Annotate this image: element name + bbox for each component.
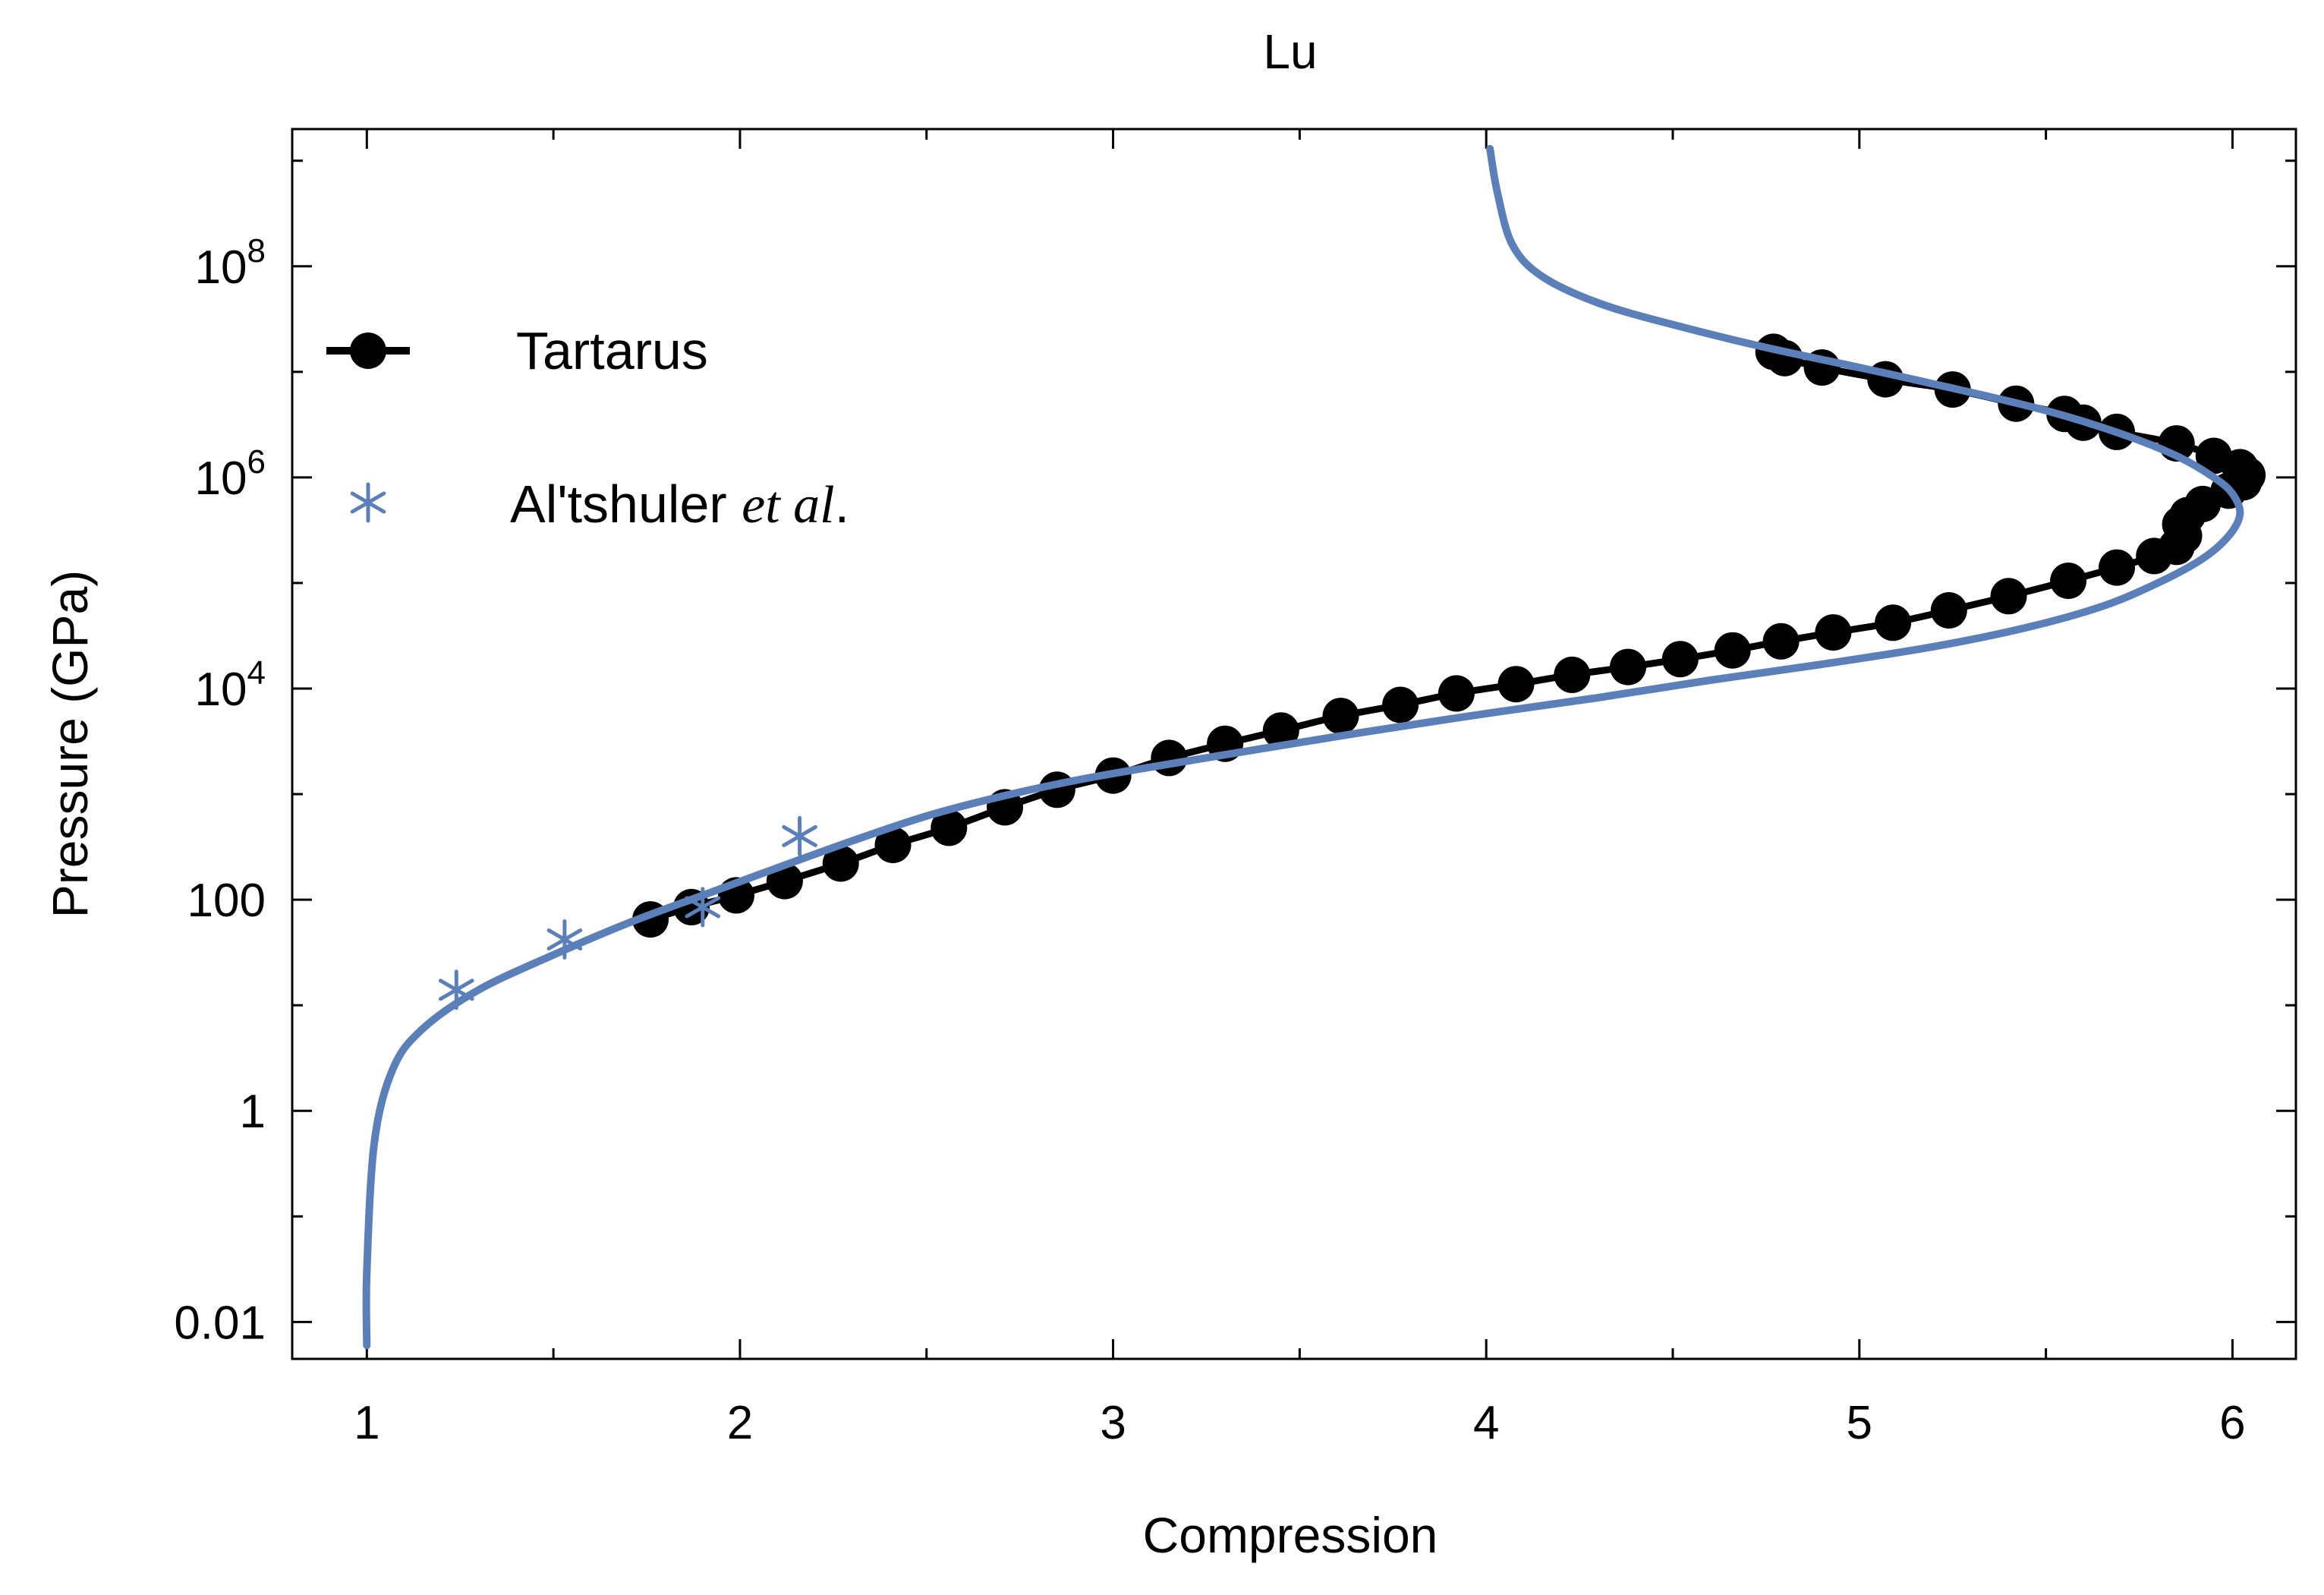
x-tick-label: 2	[727, 1397, 753, 1449]
tartarus-point	[1661, 641, 1699, 678]
legend-altshuler-label-main: Al'tshuler	[510, 474, 742, 534]
legend-altshuler-label-italic: et al	[742, 476, 834, 534]
tartarus-point	[1497, 666, 1535, 703]
legend-altshuler-marker	[350, 482, 386, 523]
y-tick-label: 104	[195, 654, 266, 716]
axis-ticks: 1 2 3 4 5 6 0.01 1 100 104 106 108	[174, 129, 2296, 1449]
tartarus-point	[2050, 563, 2087, 599]
altshuler-point	[546, 919, 583, 960]
x-tick-label: 3	[1100, 1397, 1126, 1449]
tartarus-point	[2195, 437, 2232, 474]
y-tick-label: 108	[195, 232, 266, 294]
tartarus-point	[1322, 698, 1359, 735]
tartarus-point	[874, 827, 912, 863]
legend-altshuler-label-suffix: .	[835, 474, 849, 534]
legend-altshuler-label: Al'tshuler et al.	[510, 474, 849, 534]
altshuler-layer	[439, 815, 817, 1010]
legend: Tartarus Al'tshuler et al.	[326, 321, 849, 534]
tartarus-point	[1990, 578, 2027, 615]
altshuler-point	[685, 887, 721, 928]
x-tick-label: 5	[1847, 1397, 1872, 1449]
tartarus-point	[1151, 739, 1188, 777]
altshuler-point	[439, 969, 474, 1010]
plot-frame	[291, 128, 2297, 1360]
y-tick-label: 100	[187, 875, 266, 927]
model-curve	[362, 144, 2244, 1350]
tartarus-point	[1382, 686, 1419, 723]
x-tick-label: 1	[354, 1397, 379, 1449]
y-tick-label: 1	[240, 1086, 266, 1138]
tartarus-point	[1610, 648, 1646, 686]
tartarus-point	[1762, 623, 1800, 660]
tartarus-point	[1930, 592, 1967, 629]
tartarus-point	[931, 809, 968, 846]
legend-tartarus-marker	[350, 333, 386, 369]
x-axis-title: Compression	[1143, 1507, 1438, 1563]
y-axis-title: Pressure (GPa)	[42, 570, 98, 918]
curve-layer	[362, 144, 2244, 1350]
legend-star-glyph	[350, 482, 386, 523]
tartarus-point	[2099, 549, 2135, 586]
altshuler-point	[782, 815, 817, 856]
tartarus-point	[1875, 604, 1912, 641]
tartarus-point	[1815, 614, 1852, 651]
y-tick-label: 0.01	[174, 1297, 266, 1349]
legend-tartarus-label: Tartarus	[516, 321, 708, 380]
tartarus-point	[1438, 675, 1475, 712]
chart-title: Lu	[1263, 24, 1317, 79]
x-tick-label: 6	[2219, 1397, 2245, 1449]
tartarus-point	[822, 845, 859, 882]
tartarus-point	[1714, 632, 1751, 669]
y-tick-label: 106	[195, 443, 266, 505]
tartarus-point	[1554, 656, 1591, 693]
tartarus-point	[1262, 712, 1299, 749]
x-tick-label: 4	[1473, 1397, 1499, 1449]
